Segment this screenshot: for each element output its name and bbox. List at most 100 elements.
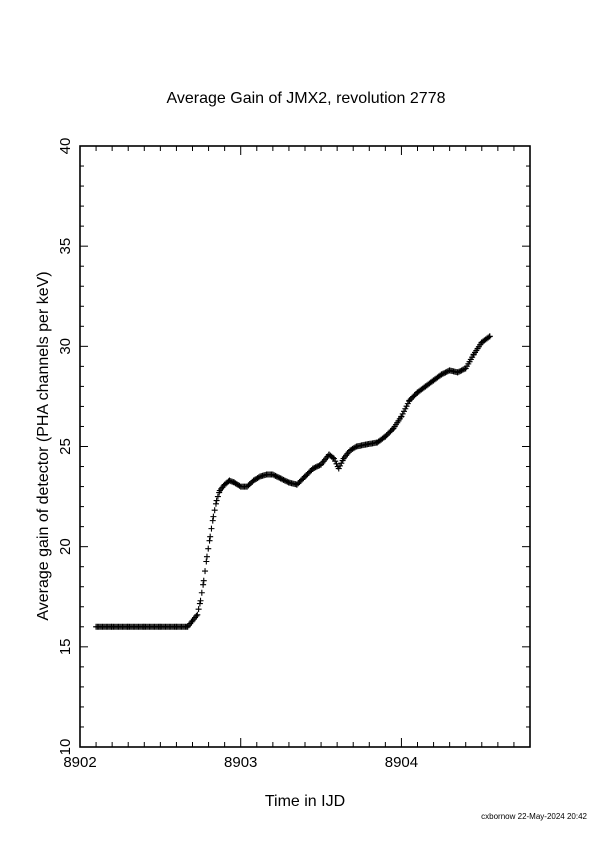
data-point: [305, 469, 312, 476]
data-point: [338, 460, 345, 467]
data-point: [194, 611, 201, 618]
data-point: [271, 472, 278, 479]
data-point: [212, 500, 219, 507]
data-point: [279, 476, 286, 483]
data-point: [269, 471, 276, 478]
chart-title: Average Gain of JMX2, revolution 2778: [167, 90, 446, 107]
y-tick-label: 20: [57, 538, 74, 555]
data-point: [335, 465, 342, 472]
data-point: [277, 475, 284, 482]
data-point: [203, 558, 210, 565]
plot-frame: [79, 145, 531, 748]
data-point: [293, 481, 300, 488]
axis-ticks: [79, 145, 531, 748]
data-point: [310, 465, 317, 472]
data-point: [206, 537, 213, 544]
x-tick-label: 8902: [63, 754, 96, 771]
y-tick-labels: 10 15 20 25 30 35 40: [57, 138, 74, 756]
data-point: [399, 410, 406, 417]
data-point: [409, 394, 416, 401]
data-point: [455, 368, 462, 375]
data-point: [406, 397, 413, 404]
data-point: [197, 597, 204, 604]
data-point: [302, 473, 308, 480]
data-point: [236, 482, 243, 489]
data-point: [402, 405, 409, 412]
data-point: [313, 463, 320, 470]
data-point: [403, 403, 410, 410]
data-point: [315, 462, 322, 469]
data-point: [330, 455, 337, 462]
data-point: [384, 430, 391, 437]
data-point: [337, 462, 344, 469]
data-point: [202, 568, 209, 575]
data-point: [407, 396, 414, 403]
data-point: [401, 408, 407, 415]
data-point: [312, 464, 319, 471]
data-point: [207, 533, 214, 540]
data-point: [386, 429, 393, 436]
data-point: [283, 478, 290, 485]
data-point: [203, 553, 210, 560]
x-tick-labels: 8902 8903 8904: [63, 754, 418, 771]
data-point: [200, 577, 207, 584]
data-point: [311, 464, 318, 471]
data-point: [458, 367, 465, 374]
y-tick-label: 35: [57, 238, 74, 255]
data-series: [93, 333, 493, 630]
x-tick-label: 8904: [385, 754, 418, 771]
footer-timestamp: cxbornow 22-May-2024 20:42: [481, 812, 587, 821]
data-point: [210, 513, 217, 520]
data-point: [198, 589, 205, 596]
data-point: [299, 476, 306, 483]
data-point: [200, 581, 207, 588]
data-point: [208, 525, 215, 532]
data-point: [195, 606, 202, 613]
data-point: [404, 400, 411, 407]
data-point: [486, 333, 493, 340]
data-point: [196, 600, 203, 607]
data-point: [411, 392, 418, 399]
data-point: [352, 444, 359, 451]
data-point: [209, 517, 216, 524]
data-point: [332, 458, 339, 465]
data-point: [272, 472, 279, 479]
data-point: [439, 370, 446, 377]
data-point: [273, 473, 280, 480]
data-point: [213, 497, 220, 504]
data-point: [280, 476, 287, 483]
y-axis-label: Average gain of detector (PHA channels p…: [35, 271, 52, 620]
y-tick-label: 30: [57, 338, 74, 355]
data-point: [193, 612, 200, 619]
data-point: [382, 433, 389, 440]
data-point: [281, 477, 288, 484]
x-tick-label: 8903: [224, 754, 257, 771]
data-point: [333, 460, 340, 467]
data-point: [297, 477, 304, 484]
data-point: [205, 545, 212, 552]
x-axis-label: Time in IJD: [265, 793, 345, 810]
data-point: [398, 413, 405, 420]
data-point: [438, 371, 445, 378]
data-point: [457, 368, 464, 375]
data-point: [214, 493, 221, 500]
y-tick-label: 15: [57, 638, 74, 655]
data-point: [410, 393, 417, 400]
y-tick-label: 25: [57, 438, 74, 455]
data-point: [255, 474, 262, 481]
y-tick-label: 10: [57, 739, 74, 756]
data-point: [442, 369, 449, 376]
data-point: [296, 478, 303, 485]
data-point: [383, 432, 390, 439]
data-point: [459, 366, 466, 373]
data-point: [303, 472, 310, 479]
y-tick-label: 40: [57, 138, 74, 155]
data-point: [443, 368, 450, 375]
data-point: [441, 370, 448, 377]
data-point: [329, 454, 336, 461]
data-point: [387, 428, 394, 435]
data-point: [211, 507, 218, 514]
data-point: [295, 480, 302, 487]
data-point: [307, 468, 314, 475]
